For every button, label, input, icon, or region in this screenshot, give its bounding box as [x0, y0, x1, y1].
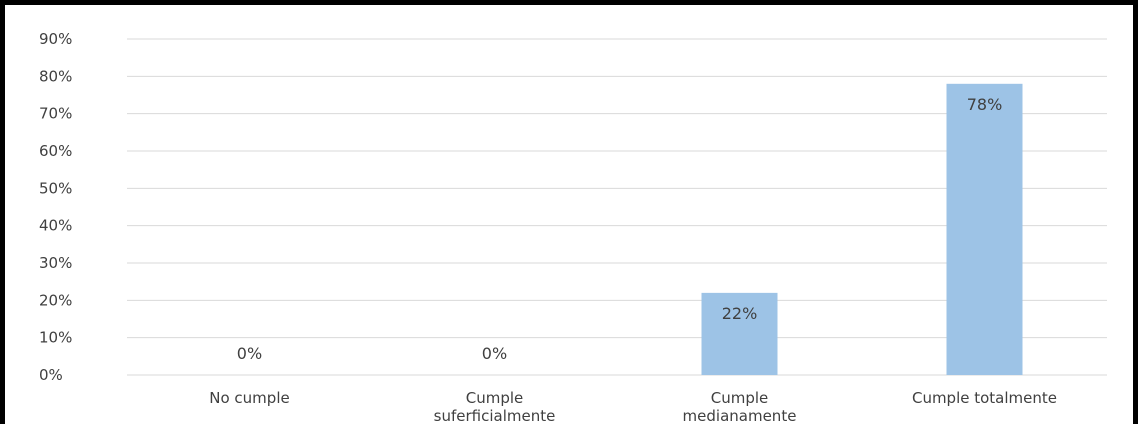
data-label: 22%: [722, 304, 758, 323]
y-tick-label: 90%: [39, 30, 72, 48]
y-tick-label: 30%: [39, 254, 72, 272]
category-label: Cumple suferficialmente: [434, 389, 556, 425]
y-tick-label: 70%: [39, 105, 72, 123]
grid-lines: [127, 38, 1107, 376]
data-label: 0%: [482, 344, 507, 363]
data-labels: 0% 0% 22% 78%: [237, 95, 1002, 363]
y-tick-label: 20%: [39, 291, 72, 309]
y-tick-label: 60%: [39, 142, 72, 160]
y-axis-tick-labels: 0% 10% 20% 30% 40% 50% 60% 70% 80% 90%: [39, 30, 72, 384]
bar: [946, 83, 1023, 376]
category-labels: No cumple Cumple suferficialmente Cumple med…: [209, 389, 1057, 425]
bars: [701, 83, 1023, 376]
data-label: 0%: [237, 344, 262, 363]
category-label: Cumple totalmente: [912, 389, 1057, 407]
bar: [701, 292, 778, 375]
y-tick-label: 0%: [39, 366, 63, 384]
y-tick-label: 10%: [39, 329, 72, 347]
category-label: No cumple: [209, 389, 289, 407]
y-tick-label: 50%: [39, 179, 72, 197]
y-tick-label: 80%: [39, 67, 72, 85]
y-tick-label: 40%: [39, 217, 72, 235]
bar-chart: 0% 10% 20% 30% 40% 50% 60% 70% 80% 90% 0% 0% 22% 78%…: [39, 30, 1107, 425]
category-label: Cumple medianamente: [683, 389, 797, 425]
data-label: 78%: [967, 95, 1003, 114]
